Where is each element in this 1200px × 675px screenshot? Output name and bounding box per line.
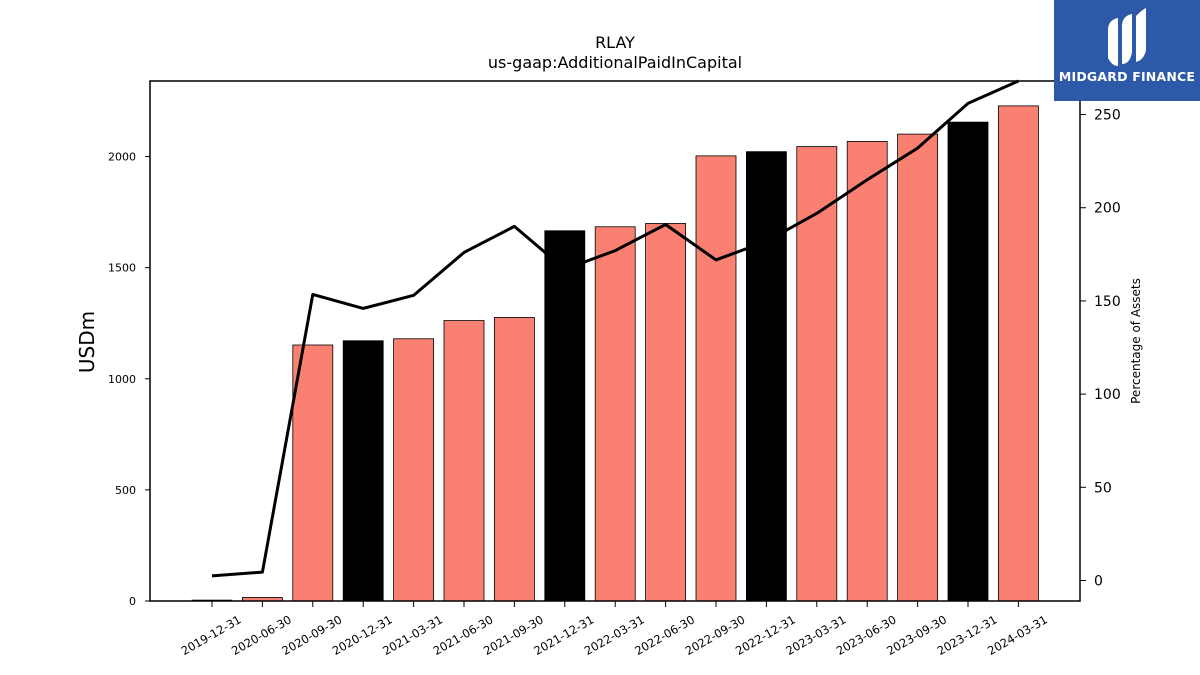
- bar-2023-06-30: [846, 141, 888, 602]
- percentage-line: [211, 79, 1020, 578]
- y2-axis-label: Percentage of Assets: [1129, 278, 1143, 404]
- company-logo: MIDGARD FINANCE: [1054, 0, 1200, 101]
- y2-tick-label: 200: [1094, 201, 1121, 217]
- bars-group: [191, 105, 1039, 602]
- y-tick-label: 0: [129, 595, 136, 608]
- bar-2021-12-31: [544, 230, 586, 602]
- y2-tick-label: 0: [1094, 573, 1103, 589]
- logo-mark-icon: [1108, 8, 1146, 66]
- logo-text: MIDGARD FINANCE: [1058, 69, 1196, 84]
- y2-tick-label: 250: [1094, 108, 1121, 124]
- y2-tick-label: 150: [1094, 294, 1121, 310]
- bar-2024-03-31: [998, 105, 1039, 602]
- chart-subtitle: us-gaap:AdditionalPaidInCapital: [488, 53, 742, 72]
- bar-2022-03-31: [594, 226, 636, 602]
- bar-2020-12-31: [342, 340, 384, 602]
- bar-2021-09-30: [493, 317, 535, 602]
- line-group: [211, 79, 1020, 578]
- y2-tick-label: 50: [1094, 480, 1112, 496]
- bar-2022-12-31: [746, 151, 787, 602]
- bar-2020-09-30: [292, 344, 334, 602]
- bar-2022-09-30: [695, 155, 737, 602]
- y-tick-label: 500: [115, 484, 136, 497]
- chart-title: RLAY: [595, 33, 635, 52]
- bar-2023-09-30: [897, 133, 938, 602]
- bar-2021-03-31: [393, 338, 435, 602]
- y-tick-label: 2000: [108, 151, 136, 164]
- y-axis-label: USDm: [75, 311, 99, 373]
- bar-2023-12-31: [947, 121, 989, 602]
- y-tick-label: 1500: [108, 262, 136, 275]
- y-tick-label: 1000: [108, 373, 136, 386]
- bar-2022-06-30: [645, 223, 686, 602]
- y2-tick-label: 100: [1094, 387, 1121, 403]
- bar-2021-06-30: [443, 320, 485, 602]
